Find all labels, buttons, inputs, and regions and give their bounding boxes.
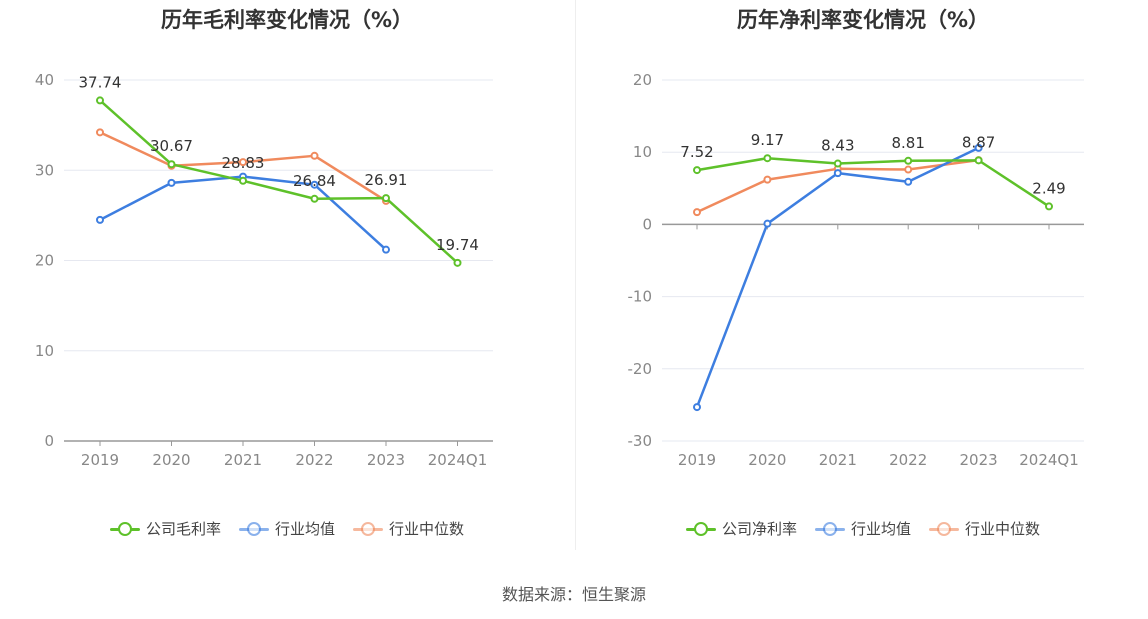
legend-line-circle-icon	[929, 521, 959, 537]
legend-item-industry-median[interactable]: 行业中位数	[929, 518, 1040, 539]
net-margin-chart: -30 -20 -10 0 10 20 2019 2020 2021 2022 2023 2024Q1…	[628, 71, 1084, 469]
data-label: 37.74	[79, 73, 122, 91]
legend-label: 行业均值	[850, 520, 911, 538]
chart-title: 历年毛利率变化情况（%）	[160, 8, 414, 32]
y-tick-label: -10	[628, 288, 653, 306]
data-point-company[interactable]	[1045, 202, 1053, 211]
legend-label: 公司净利率	[721, 520, 797, 538]
data-label: 9.17	[751, 131, 784, 149]
x-tick-label: 2024Q1	[428, 451, 488, 469]
net-margin-chart-panel: 历年净利率变化情况（%） -30 -20 -10 0 10 20 2019 2020 2021 2…	[576, 0, 1148, 560]
series-line-company	[99, 99, 459, 264]
data-label: 30.67	[150, 137, 193, 155]
x-tick-label: 2022	[295, 451, 333, 469]
data-point-industry-avg[interactable]	[167, 178, 176, 187]
data-point-company[interactable]	[96, 96, 104, 105]
data-point-industry-avg[interactable]	[310, 180, 319, 189]
data-point-company[interactable]	[974, 156, 983, 165]
data-point-company[interactable]	[382, 194, 390, 203]
data-point-industry-median[interactable]	[904, 165, 913, 174]
legend: 公司毛利率 行业均值 行业中位数	[0, 518, 574, 539]
y-tick-label: -20	[628, 360, 653, 378]
data-label: 8.87	[962, 133, 995, 151]
data-label: 19.74	[436, 236, 479, 254]
y-tick-label: 30	[35, 161, 54, 179]
data-label: 8.43	[821, 137, 854, 155]
data-point-industry-median[interactable]	[96, 128, 104, 137]
gross-margin-chart-panel: 历年毛利率变化情况（%） 0 10 20 30 40 2019 2020 2021 2022 20…	[0, 0, 574, 560]
data-point-industry-avg[interactable]	[974, 143, 983, 152]
y-tick-label: 10	[35, 342, 54, 360]
data-point-company[interactable]	[904, 156, 913, 165]
chart-title: 历年净利率变化情况（%）	[736, 8, 990, 32]
legend-item-company[interactable]: 公司毛利率	[109, 518, 221, 539]
data-point-company[interactable]	[167, 160, 176, 169]
data-source-label: 数据来源：恒生聚源	[501, 585, 646, 604]
panel-divider	[575, 0, 576, 550]
y-tick-label: 0	[44, 432, 54, 450]
data-point-company[interactable]	[833, 159, 842, 168]
x-tick-label: 2020	[152, 451, 190, 469]
legend-item-industry-median[interactable]: 行业中位数	[353, 518, 464, 539]
data-label: 8.81	[891, 134, 924, 152]
legend-line-circle-icon	[685, 521, 716, 537]
x-tick-label: 2021	[224, 451, 262, 469]
gross-margin-chart: 0 10 20 30 40 2019 2020 2021 2022 2023 2024Q1 37.74…	[35, 71, 493, 469]
y-tick-label: -30	[628, 432, 653, 450]
series-line-industry-avg	[99, 175, 387, 251]
data-point-industry-avg[interactable]	[833, 169, 842, 178]
legend-label: 行业均值	[274, 520, 335, 538]
data-point-industry-median[interactable]	[763, 175, 772, 184]
data-point-company[interactable]	[763, 154, 772, 163]
data-label: 26.84	[293, 172, 336, 190]
legend: 公司净利率 行业均值 行业中位数	[576, 518, 1148, 539]
data-label: 7.52	[680, 143, 713, 161]
legend-item-industry-avg[interactable]: 行业均值	[238, 518, 335, 539]
data-label: 28.83	[222, 154, 265, 172]
legend-label: 行业中位数	[965, 520, 1041, 538]
y-tick-label: 0	[642, 215, 652, 233]
x-tick-label: 2020	[748, 451, 786, 469]
data-point-industry-median[interactable]	[693, 208, 701, 217]
x-tick-label: 2023	[367, 451, 405, 469]
legend-line-circle-icon	[814, 521, 845, 537]
data-point-industry-avg[interactable]	[693, 403, 701, 412]
x-tick-label: 2019	[81, 451, 119, 469]
legend-line-circle-icon	[109, 521, 140, 537]
data-point-company[interactable]	[310, 194, 319, 203]
legend-line-circle-icon	[238, 521, 269, 537]
data-point-industry-avg[interactable]	[763, 219, 772, 228]
data-point-company[interactable]	[693, 166, 701, 175]
data-point-company[interactable]	[453, 258, 462, 267]
data-point-industry-avg[interactable]	[96, 215, 104, 224]
data-point-industry-median[interactable]	[239, 158, 247, 167]
x-tick-label: 2024Q1	[1019, 451, 1079, 469]
legend-line-circle-icon	[353, 521, 383, 537]
x-tick-label: 2022	[889, 451, 927, 469]
data-label: 26.91	[365, 171, 408, 189]
x-tick-label: 2021	[819, 451, 857, 469]
series-line-company	[696, 156, 1050, 208]
y-tick-label: 20	[35, 252, 54, 270]
x-tick-label: 2023	[960, 451, 998, 469]
y-tick-label: 40	[35, 71, 54, 89]
data-point-industry-avg[interactable]	[904, 177, 913, 186]
legend-item-industry-avg[interactable]: 行业均值	[814, 518, 911, 539]
data-point-industry-avg[interactable]	[382, 245, 390, 254]
data-label: 2.49	[1032, 179, 1065, 197]
data-point-industry-median[interactable]	[310, 151, 319, 160]
y-tick-label: 10	[633, 143, 652, 161]
legend-item-company[interactable]: 公司净利率	[685, 518, 797, 539]
data-point-company[interactable]	[239, 176, 247, 185]
series-line-industry-avg	[695, 146, 980, 408]
x-tick-label: 2019	[678, 451, 716, 469]
y-tick-label: 20	[633, 71, 652, 89]
legend-label: 公司毛利率	[145, 520, 221, 538]
legend-label: 行业中位数	[389, 520, 465, 538]
